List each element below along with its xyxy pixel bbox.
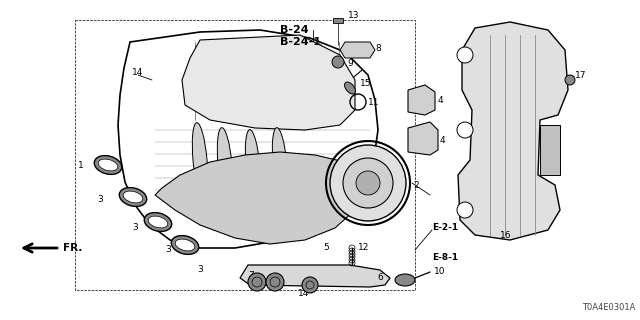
Circle shape [457,202,473,218]
Text: 5: 5 [323,244,329,252]
Circle shape [248,273,266,291]
Circle shape [332,56,344,68]
Text: 11: 11 [368,98,380,107]
Text: E-2-1: E-2-1 [432,223,458,233]
Text: 13: 13 [348,11,360,20]
Ellipse shape [119,188,147,206]
Text: B-24: B-24 [280,25,308,35]
Circle shape [457,47,473,63]
Text: 3: 3 [197,266,203,275]
Text: 9: 9 [347,59,353,68]
Ellipse shape [245,130,260,204]
Polygon shape [340,42,375,58]
Polygon shape [240,265,390,287]
Polygon shape [182,35,355,130]
Circle shape [457,122,473,138]
Ellipse shape [148,216,168,228]
Polygon shape [333,18,343,23]
Text: 2: 2 [413,180,419,189]
Ellipse shape [172,236,199,254]
Ellipse shape [124,191,143,203]
Text: B-24-1: B-24-1 [280,37,321,47]
Text: 8: 8 [375,44,381,52]
Ellipse shape [98,159,118,171]
Circle shape [565,75,575,85]
Text: 16: 16 [500,230,512,239]
Polygon shape [408,85,435,115]
Text: 3: 3 [165,245,171,254]
Circle shape [266,273,284,291]
Text: 7: 7 [248,270,253,279]
Text: 10: 10 [434,268,445,276]
Ellipse shape [395,274,415,286]
Text: 4: 4 [438,95,444,105]
Text: 3: 3 [132,223,138,233]
Text: 1: 1 [78,161,84,170]
Ellipse shape [144,212,172,231]
Text: 17: 17 [575,70,586,79]
Ellipse shape [94,156,122,174]
Polygon shape [540,125,560,175]
Ellipse shape [272,128,288,202]
Ellipse shape [218,128,233,202]
Circle shape [330,145,406,221]
Circle shape [343,158,393,208]
Circle shape [302,277,318,293]
Text: 4: 4 [440,135,445,145]
Polygon shape [458,22,568,240]
Text: 12: 12 [358,244,369,252]
Circle shape [356,171,380,195]
Text: FR.: FR. [63,243,83,253]
Polygon shape [118,30,378,248]
Text: 14: 14 [298,289,310,298]
Text: 3: 3 [97,196,103,204]
Text: 15: 15 [360,78,371,87]
Polygon shape [408,122,438,155]
Text: T0A4E0301A: T0A4E0301A [582,303,635,312]
Text: E-8-1: E-8-1 [432,253,458,262]
Ellipse shape [192,123,208,197]
Polygon shape [155,152,365,244]
Ellipse shape [175,239,195,251]
Ellipse shape [344,82,355,94]
Text: 6: 6 [377,274,383,283]
Text: 14: 14 [132,68,143,76]
